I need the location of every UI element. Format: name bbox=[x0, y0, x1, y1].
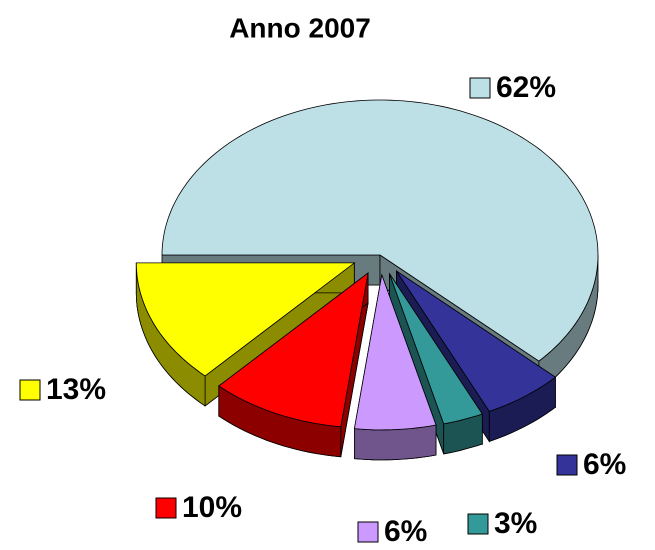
slice-top bbox=[218, 272, 369, 428]
legend-swatch bbox=[469, 77, 491, 99]
legend-swatch bbox=[556, 454, 578, 476]
legend-swatch bbox=[357, 521, 379, 543]
data-label: 6% bbox=[583, 448, 626, 481]
slice bbox=[353, 273, 437, 461]
slice-top bbox=[389, 273, 483, 425]
legend-swatch bbox=[19, 379, 41, 401]
data-label: 3% bbox=[494, 507, 537, 540]
data-label: 62% bbox=[496, 71, 556, 104]
slice-side bbox=[354, 424, 437, 461]
data-label: 10% bbox=[182, 491, 242, 524]
legend-swatch bbox=[155, 497, 177, 519]
chart-title: Anno 2007 bbox=[229, 12, 371, 43]
slice bbox=[218, 272, 369, 458]
slice-top bbox=[396, 270, 557, 412]
data-label: 13% bbox=[46, 373, 106, 406]
slice-top bbox=[161, 99, 599, 362]
data-label: 6% bbox=[384, 515, 427, 548]
slice-top bbox=[353, 273, 437, 431]
legend-swatch bbox=[467, 513, 489, 535]
slice-top bbox=[135, 262, 356, 377]
